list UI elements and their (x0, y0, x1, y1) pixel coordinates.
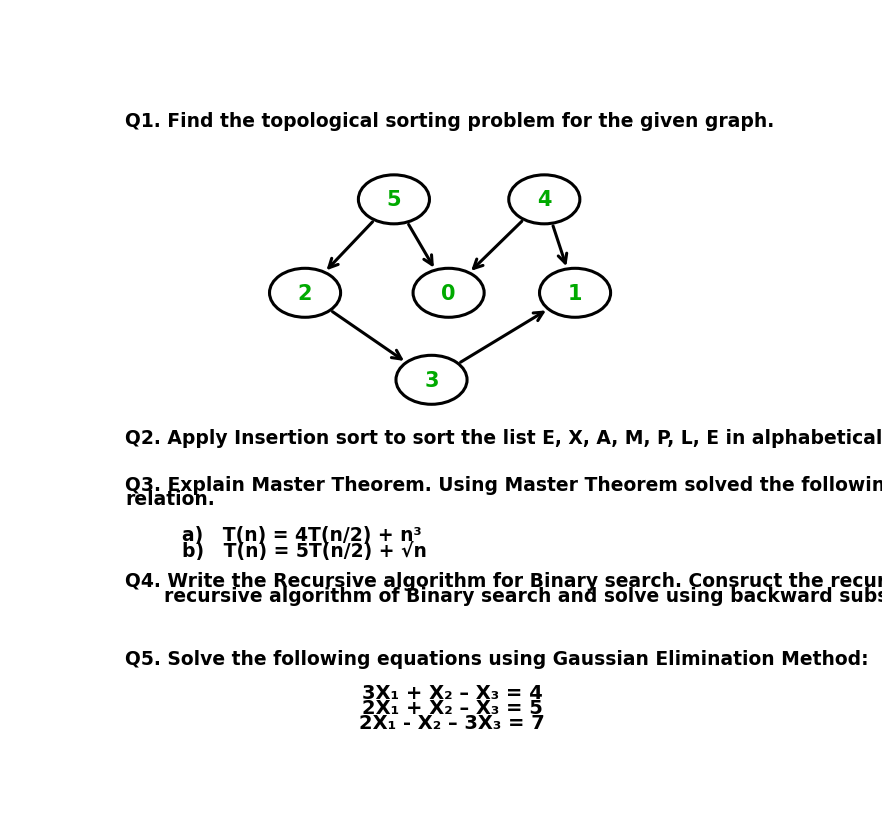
Text: 5: 5 (386, 190, 401, 210)
Ellipse shape (358, 176, 430, 225)
Text: Q1. Find the topological sorting problem for the given graph.: Q1. Find the topological sorting problem… (125, 112, 774, 131)
Text: recursive algorithm of Binary search and solve using backward subsitution method: recursive algorithm of Binary search and… (125, 586, 882, 605)
Text: Q3. Explain Master Theorem. Using Master Theorem solved the following recurrence: Q3. Explain Master Theorem. Using Master… (125, 475, 882, 494)
Text: 2X₁ - X₂ – 3X₃ = 7: 2X₁ - X₂ – 3X₃ = 7 (359, 713, 545, 732)
Text: 3: 3 (424, 370, 438, 390)
Text: a)   T(n) = 4T(n/2) + n³: a) T(n) = 4T(n/2) + n³ (182, 525, 422, 544)
Text: Q2. Apply Insertion sort to sort the list E, X, A, M, P, L, E in alphabetical or: Q2. Apply Insertion sort to sort the lis… (125, 429, 882, 447)
Text: 3X₁ + X₂ – X₃ = 4: 3X₁ + X₂ – X₃ = 4 (362, 683, 542, 702)
Text: 1: 1 (568, 283, 582, 303)
Text: Q4. Write the Recursive algorithm for Binary search. Consruct the recurrence rel: Q4. Write the Recursive algorithm for Bi… (125, 572, 882, 590)
Ellipse shape (413, 269, 484, 318)
Text: 2: 2 (298, 283, 312, 303)
Text: Q5. Solve the following equations using Gaussian Elimination Method:: Q5. Solve the following equations using … (125, 649, 869, 668)
Text: 2X₁ + X₂ – X₃ = 5: 2X₁ + X₂ – X₃ = 5 (362, 698, 542, 716)
Text: b)   T(n) = 5T(n/2) + √n: b) T(n) = 5T(n/2) + √n (182, 541, 427, 560)
Text: 4: 4 (537, 190, 551, 210)
Text: 0: 0 (441, 283, 456, 303)
Text: relation.: relation. (125, 490, 215, 509)
Ellipse shape (270, 269, 340, 318)
Ellipse shape (540, 269, 610, 318)
Ellipse shape (396, 356, 467, 405)
Ellipse shape (509, 176, 579, 225)
